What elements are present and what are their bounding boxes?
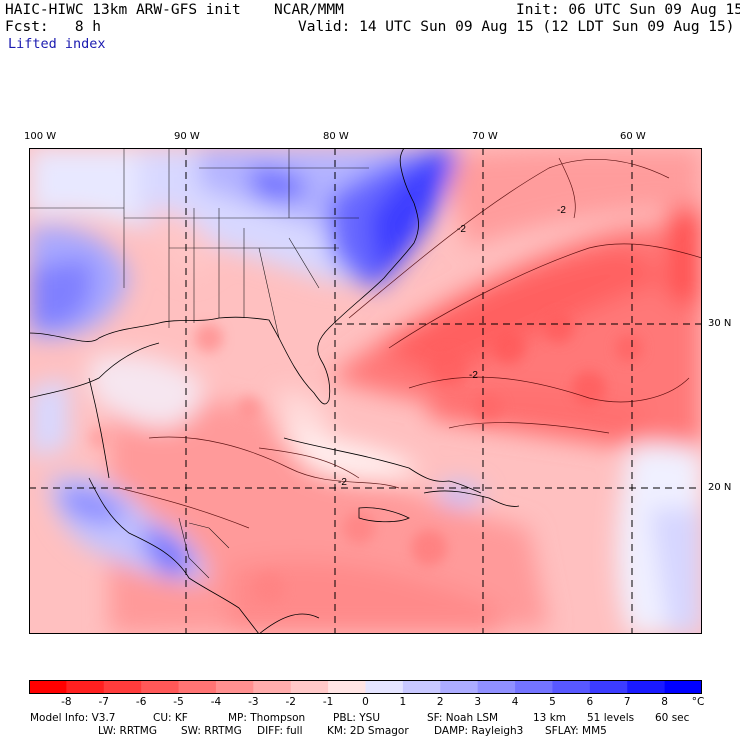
contour-lines bbox=[118, 157, 702, 529]
colorbar-swatch bbox=[178, 680, 217, 694]
colorbar-tick-label: -6 bbox=[135, 696, 147, 708]
colorbar-tick-label: 8 bbox=[661, 696, 668, 708]
colorbar-swatch bbox=[402, 680, 441, 694]
colorbar-swatch bbox=[290, 680, 329, 694]
colorbar-swatch bbox=[440, 680, 479, 694]
contour-label: -2 bbox=[469, 370, 478, 381]
colorbar-swatch bbox=[664, 680, 702, 694]
footer-pbl: PBL: YSU bbox=[333, 712, 381, 724]
lifted-index-map: -2 -2 -2 -2 bbox=[29, 148, 702, 634]
footer-cu: CU: KF bbox=[153, 712, 188, 724]
colorbar-swatch bbox=[29, 680, 67, 694]
colorbar-tick-label: 5 bbox=[549, 696, 556, 708]
colorbar-swatch bbox=[66, 680, 105, 694]
footer-sflay: SFLAY: MM5 bbox=[545, 725, 607, 737]
colorbar-tick-label: 7 bbox=[623, 696, 631, 708]
footer-mp: MP: Thompson bbox=[228, 712, 306, 724]
colorbar-tick-label: 4 bbox=[511, 696, 519, 708]
colorbar-tick-label: 1 bbox=[399, 696, 407, 708]
colorbar-swatch bbox=[215, 680, 254, 694]
colorbar-tick-label: 3 bbox=[474, 696, 481, 708]
contour-label: -2 bbox=[457, 224, 466, 235]
state-borders bbox=[29, 148, 369, 579]
colorbar-tick-label: -5 bbox=[173, 696, 184, 708]
colorbar-swatch bbox=[141, 680, 180, 694]
lon-label-90w: 90 W bbox=[174, 131, 200, 142]
model-title: HAIC-HIWC 13km ARW-GFS init bbox=[5, 2, 241, 18]
colorbar-tick-label: -7 bbox=[98, 696, 110, 708]
colorbar-swatch bbox=[253, 680, 292, 694]
colorbar-tick-label: -2 bbox=[285, 696, 296, 708]
footer-sw: SW: RRTMG bbox=[181, 725, 242, 737]
colorbar-tick-label: 2 bbox=[436, 696, 444, 708]
map-frame bbox=[29, 148, 702, 634]
lon-label-100w: 100 W bbox=[24, 131, 57, 142]
lat-label-20n: 20 N bbox=[708, 482, 732, 493]
footer-timestep: 60 sec bbox=[655, 712, 690, 724]
colorbar-tick-label: 6 bbox=[586, 696, 594, 708]
footer-resolution: 13 km bbox=[533, 712, 567, 724]
footer-sf: SF: Noah LSM bbox=[427, 712, 499, 724]
colorbar-swatch bbox=[365, 680, 404, 694]
coastlines bbox=[29, 148, 520, 634]
init-time: Init: 06 UTC Sun 09 Aug 15 bbox=[516, 2, 740, 18]
footer-levels: 51 levels bbox=[587, 712, 635, 724]
footer-damp: DAMP: Rayleigh3 bbox=[434, 725, 524, 737]
colorbar-tick-label: -3 bbox=[248, 696, 259, 708]
org-label: NCAR/MMM bbox=[274, 2, 344, 18]
field-name: Lifted index bbox=[8, 36, 106, 52]
colorbar-swatch bbox=[589, 680, 628, 694]
footer-km: KM: 2D Smagor bbox=[327, 725, 409, 737]
lon-label-70w: 70 W bbox=[472, 131, 498, 142]
colorbar-frame bbox=[29, 680, 702, 694]
colorbar-tick-label: 0 bbox=[362, 696, 369, 708]
colorbar-swatch bbox=[103, 680, 142, 694]
colorbar-swatch bbox=[477, 680, 516, 694]
colorbar-tick-label: -8 bbox=[61, 696, 72, 708]
colorbar-swatch bbox=[627, 680, 666, 694]
colorbar-swatch bbox=[515, 680, 553, 694]
footer-model-info: Model Info: V3.7 bbox=[30, 712, 116, 724]
footer-diff: DIFF: full bbox=[257, 725, 303, 737]
colorbar-tick-label: -1 bbox=[322, 696, 334, 708]
colorbar-swatch bbox=[328, 680, 366, 694]
colorbar-tick-label: -4 bbox=[210, 696, 222, 708]
footer-lw: LW: RRTMG bbox=[98, 725, 157, 737]
forecast-hour: Fcst: 8 h bbox=[5, 19, 102, 35]
colorbar bbox=[29, 680, 702, 694]
field-speckle bbox=[89, 313, 643, 604]
lat-lon-grid bbox=[29, 148, 702, 634]
lat-label-30n: 30 N bbox=[708, 318, 732, 329]
contour-label: -2 bbox=[338, 477, 347, 488]
lon-label-60w: 60 W bbox=[620, 131, 646, 142]
contour-label: -2 bbox=[557, 205, 566, 216]
colorbar-tick-label: °C bbox=[691, 696, 705, 708]
valid-time: Valid: 14 UTC Sun 09 Aug 15 (12 LDT Sun … bbox=[298, 19, 735, 35]
lon-label-80w: 80 W bbox=[323, 131, 349, 142]
field-shading bbox=[29, 148, 702, 634]
colorbar-swatch bbox=[552, 680, 591, 694]
